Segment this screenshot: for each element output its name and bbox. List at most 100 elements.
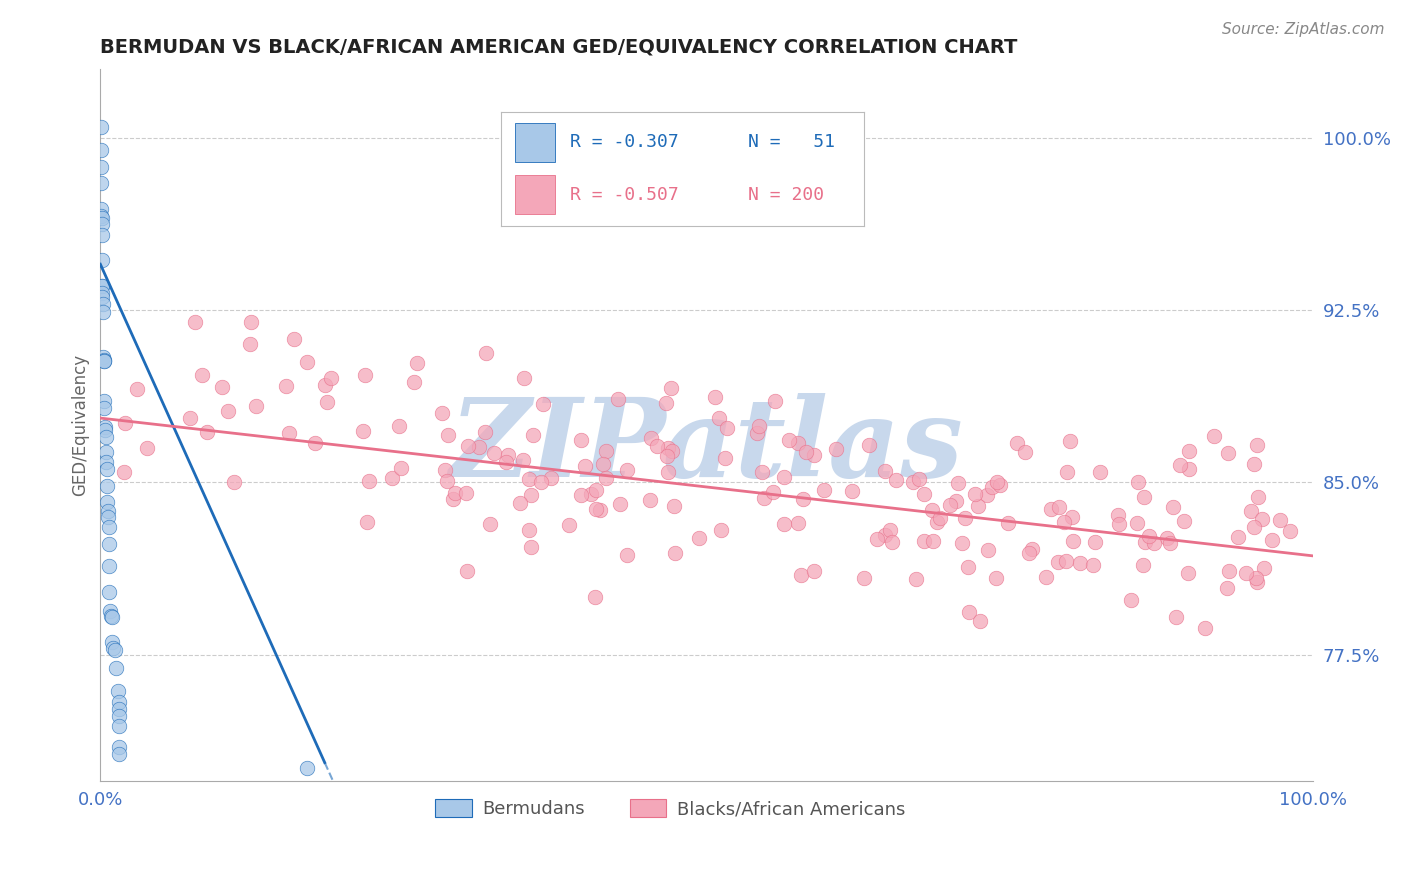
Point [585,483,607,497]
Point [512,452,534,467]
Point [986,475,1008,489]
Point [969,614,991,628]
Point [1227,530,1250,544]
Point [981,479,1004,493]
Point [925,515,948,529]
Point [950,535,973,549]
Point [657,465,679,479]
Point [91,278,114,293]
Point [101,634,124,648]
Point [607,392,630,406]
Point [1247,490,1270,504]
Point [512,371,534,385]
Point [1243,520,1265,534]
Point [657,441,679,455]
Point [988,477,1011,491]
Point [1060,510,1083,524]
Point [359,474,381,488]
Point [283,332,305,346]
Point [1132,558,1154,572]
Point [773,516,796,531]
Point [1126,516,1149,531]
Point [433,463,456,477]
Point [588,503,610,517]
Point [1194,621,1216,635]
Point [1240,504,1263,518]
Point [659,381,682,395]
Point [531,397,554,411]
Point [957,560,980,574]
Point [965,487,987,501]
Point [595,471,617,485]
Point [1083,558,1105,573]
Point [91,290,114,304]
Point [517,472,540,486]
Point [1161,500,1184,514]
Point [1278,524,1301,538]
Point [569,488,592,502]
Point [745,425,768,440]
Point [1088,465,1111,479]
Point [922,534,945,549]
Point [905,573,928,587]
Point [953,510,976,524]
Point [94,423,117,437]
Point [873,528,896,542]
Point [1218,564,1240,578]
Point [91,296,114,310]
Point [1159,536,1181,550]
Point [908,472,931,486]
Point [211,379,233,393]
Point [98,520,121,534]
Point [1218,446,1240,460]
Point [880,535,903,549]
Point [1014,445,1036,459]
Point [1021,542,1043,557]
Point [184,315,207,329]
Point [1202,429,1225,443]
Point [96,462,118,476]
Point [91,285,114,300]
Point [91,278,114,293]
Point [91,227,114,242]
Point [93,401,115,415]
Point [295,761,318,775]
Point [748,418,770,433]
Y-axis label: GED/Equivalency: GED/Equivalency [72,354,89,496]
Point [803,448,825,462]
Point [841,484,863,499]
Point [752,491,775,505]
Point [96,454,118,468]
Point [574,458,596,473]
Point [792,491,814,506]
Point [191,368,214,383]
Point [430,406,453,420]
Point [495,455,517,469]
Point [710,523,733,537]
Point [297,355,319,369]
Point [239,315,262,329]
Point [90,120,112,134]
Point [879,524,901,538]
Point [321,370,343,384]
Point [772,469,794,483]
Point [354,368,377,383]
Point [496,448,519,462]
Point [1054,554,1077,568]
Point [790,567,813,582]
Point [609,497,631,511]
Point [751,465,773,479]
Point [93,354,115,368]
Point [1108,516,1130,531]
Point [716,421,738,435]
Point [91,305,114,319]
Point [314,377,336,392]
Point [1261,533,1284,547]
Point [858,438,880,452]
Point [101,640,124,655]
Point [1177,462,1199,476]
Point [688,531,710,545]
Point [569,433,592,447]
Point [1243,457,1265,471]
Point [91,350,114,364]
